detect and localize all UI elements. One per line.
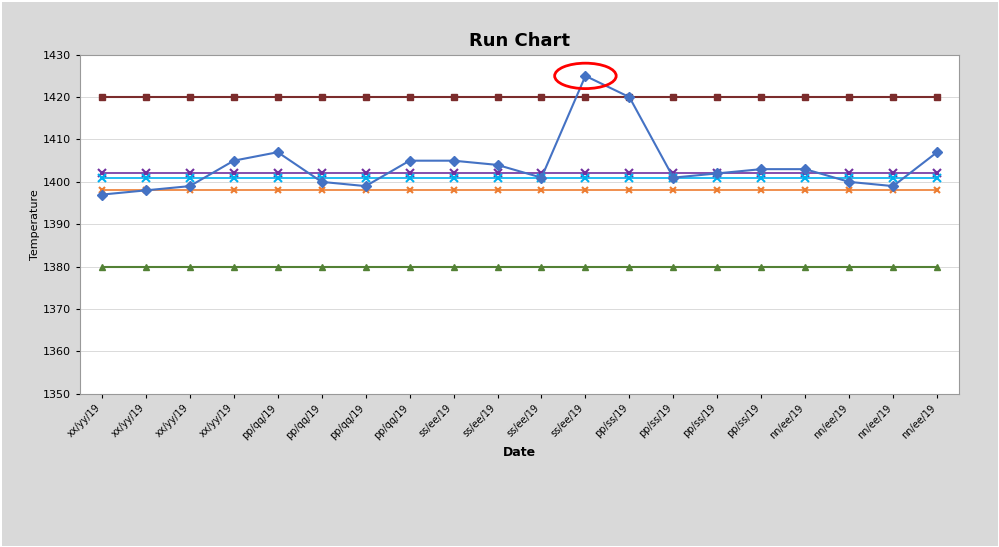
Y-axis label: Temperature: Temperature <box>30 189 40 260</box>
X-axis label: Date: Date <box>502 446 536 459</box>
Title: Run Chart: Run Chart <box>469 32 570 50</box>
